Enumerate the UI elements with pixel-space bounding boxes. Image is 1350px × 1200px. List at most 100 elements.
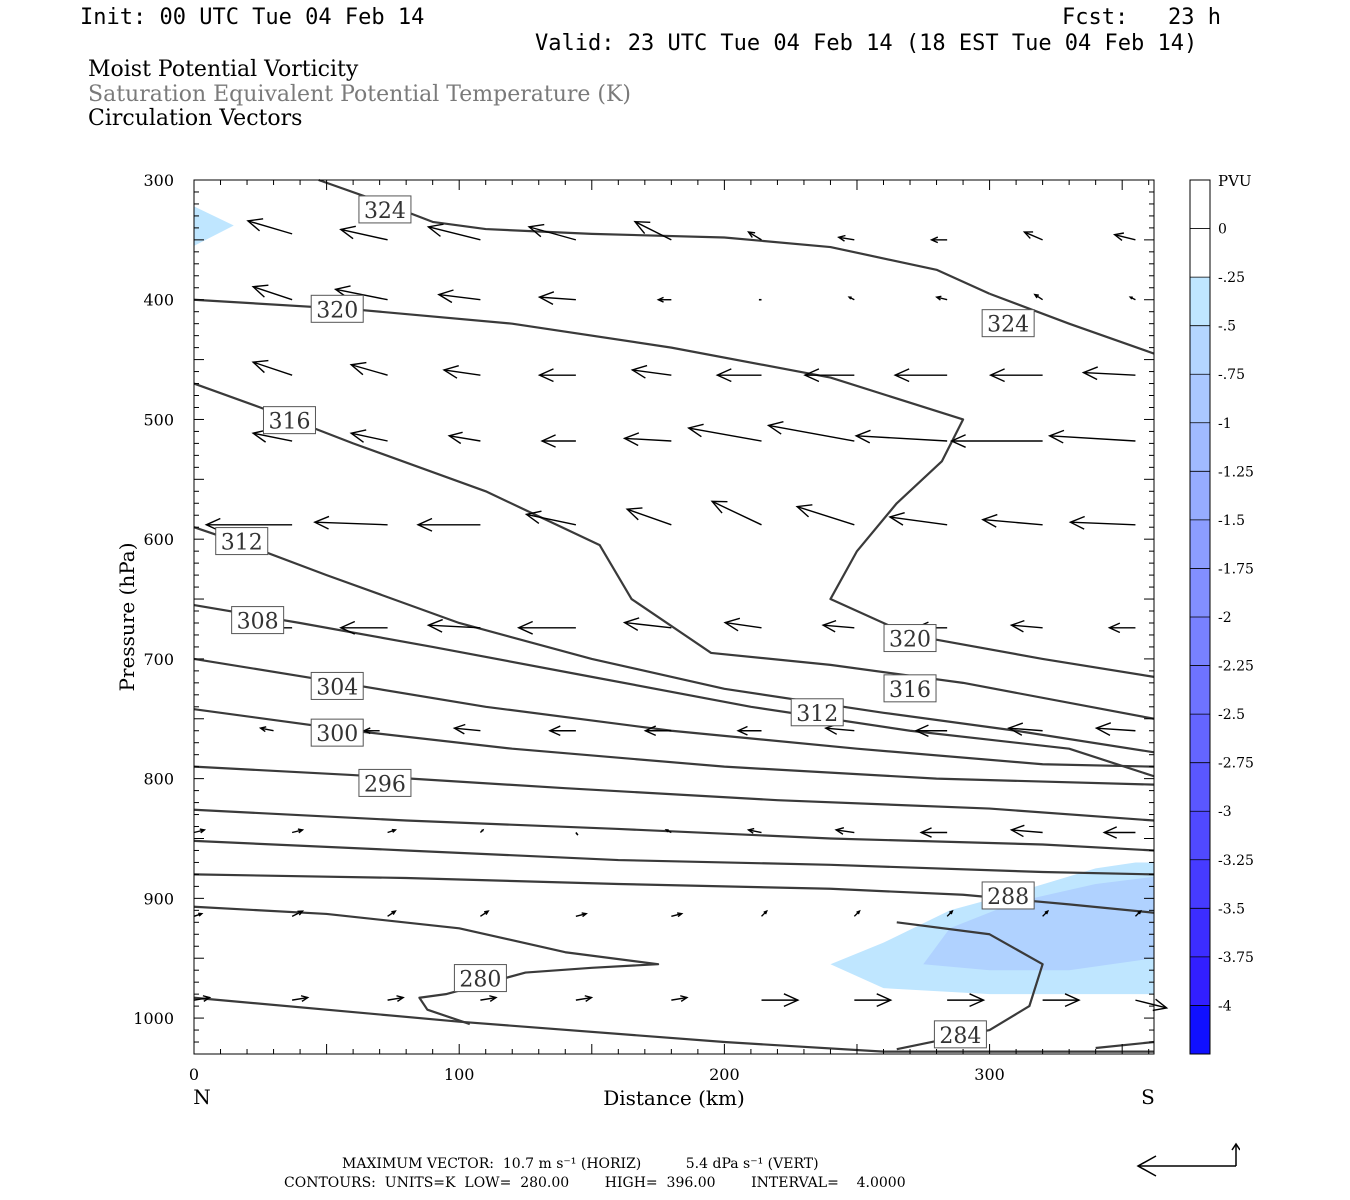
vector-88 [853,909,861,917]
contour-label-1: 324 [981,309,1035,338]
vector-78 [919,827,948,838]
isentrope-290 [193,839,1155,876]
vector-69 [1094,722,1136,736]
vector-46 [795,504,855,526]
field-title-2: Saturation Equivalent Potential Temperat… [88,82,631,107]
vector-59 [1107,622,1136,634]
vector-26 [803,368,855,383]
field-title-1: Moist Potential Vorticity [88,57,359,82]
isentrope-292 [193,808,1155,852]
colorbar-swatch-12 [1190,762,1210,812]
colorbar-label-15: -3.75 [1218,950,1254,966]
vector-3 [527,223,577,241]
svg-text:284: 284 [939,1024,981,1049]
x-tick-0: 0 [189,1065,199,1084]
contours-note: CONTOURS: UNITS=K LOW= 280.00 HIGH= 396.… [284,1175,906,1191]
vector-31 [349,429,388,443]
vector-102 [1135,998,1169,1012]
colorbar-swatch-17 [1190,1005,1210,1055]
vector-16 [847,296,855,301]
contour-label-13: 280 [453,964,507,993]
isentrope-296 [193,765,1155,822]
vector-6 [837,234,855,242]
colorbar-label-11: -2.75 [1218,756,1254,772]
vector-8 [1022,231,1043,241]
vector-42 [416,517,481,532]
vector-89 [946,909,954,917]
colorbar-title: PVU [1218,172,1252,190]
contour-label-0: 324 [358,195,412,224]
colorbar-swatch-13 [1190,811,1210,861]
contour-label-7: 312 [790,698,844,727]
vector-83 [387,910,397,917]
colorbar-label-4: -1 [1218,416,1232,432]
colorbar-swatch-2 [1190,277,1210,327]
isentrope-278 [193,996,1154,1053]
y-tick-300: 300 [143,171,174,190]
colorbar-label-8: -2 [1218,610,1232,626]
x-tick-200: 200 [709,1065,740,1084]
vector-73 [479,828,485,834]
vector-91 [1134,909,1142,917]
colorbar-label-10: -2.5 [1218,707,1245,723]
vector-80 [1102,826,1136,839]
colorbar-label-9: -2.25 [1218,659,1254,675]
vector-5 [747,231,762,241]
contour-label-3: 320 [883,624,937,653]
colorbar-swatch-3 [1190,325,1210,375]
isentrope-308 [193,603,1155,778]
vector-75 [664,829,672,834]
colorbar-label-16: -4 [1218,998,1232,1014]
colorbar-swatch-5 [1190,422,1210,472]
colorbar-label-14: -3.5 [1218,901,1245,917]
vector-37 [854,429,948,444]
colorbar-label-6: -1.5 [1218,513,1245,529]
colorbar-swatch-6 [1190,471,1210,521]
svg-text:308: 308 [237,610,279,635]
vector-62 [452,723,481,735]
vector-52 [426,618,481,633]
vector-32 [447,431,481,445]
y-tick-600: 600 [143,530,174,549]
vector-51 [339,620,388,635]
colorbar-swatch-9 [1190,617,1210,667]
vector-49 [1068,515,1136,530]
vector-33 [540,434,576,448]
vector-2 [426,223,481,241]
valid-time: Valid: 23 UTC Tue 04 Feb 14 (18 EST Tue … [535,31,1198,56]
vector-77 [834,826,855,835]
svg-text:280: 280 [459,968,501,993]
vector-14 [656,296,672,303]
colorbar-label-1: -.25 [1218,270,1245,286]
axis-layer: 0 100 200 300 300 400 500 600 700 800 900 1000 [133,171,1154,1084]
vector-47 [888,511,948,526]
vector-68 [1007,722,1043,736]
isentrope-320 [193,298,1155,678]
y-tick-900: 900 [143,889,174,908]
vector-60 [258,726,274,733]
vector-34 [622,432,672,447]
contour-label-5: 316 [883,674,937,703]
vector-92 [193,995,212,1002]
vector-48 [981,513,1043,528]
contour-label-8: 308 [231,606,285,635]
vector-95 [480,995,498,1002]
vector-24 [630,364,672,379]
vector-38 [949,434,1043,448]
svg-text:324: 324 [987,313,1029,338]
vector-93 [292,995,310,1002]
y-tick-400: 400 [143,291,174,310]
vector-86 [671,912,684,918]
vector-54 [622,617,672,631]
isentrope-324a [318,178,991,295]
vector-58 [1009,619,1043,633]
vector-41 [313,515,388,530]
contour-label-11: 296 [358,768,412,797]
svg-text:316: 316 [268,410,310,435]
colorbar-label-12: -3 [1218,804,1232,820]
vector-99 [854,993,893,1008]
vector-53 [516,620,576,635]
x-left-label: N [193,1085,211,1109]
vector-85 [575,912,588,918]
